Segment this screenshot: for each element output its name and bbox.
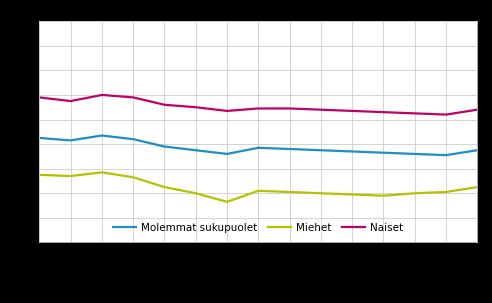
Miehet bbox=[36, 173, 42, 177]
Molemmat sukupuolet bbox=[255, 146, 261, 150]
Molemmat sukupuolet bbox=[380, 151, 386, 155]
Line: Naiset: Naiset bbox=[39, 95, 477, 115]
Naiset bbox=[443, 113, 449, 116]
Miehet bbox=[193, 191, 199, 195]
Legend: Molemmat sukupuolet, Miehet, Naiset: Molemmat sukupuolet, Miehet, Naiset bbox=[109, 219, 407, 237]
Molemmat sukupuolet bbox=[349, 150, 355, 153]
Line: Miehet: Miehet bbox=[39, 172, 477, 202]
Miehet bbox=[161, 185, 167, 189]
Naiset bbox=[130, 95, 136, 99]
Miehet bbox=[318, 191, 324, 195]
Naiset bbox=[68, 99, 74, 103]
Molemmat sukupuolet bbox=[287, 147, 293, 151]
Naiset bbox=[224, 109, 230, 113]
Naiset bbox=[380, 110, 386, 114]
Molemmat sukupuolet bbox=[224, 152, 230, 156]
Miehet bbox=[255, 189, 261, 193]
Molemmat sukupuolet bbox=[68, 138, 74, 142]
Miehet bbox=[224, 200, 230, 204]
Miehet bbox=[68, 174, 74, 178]
Molemmat sukupuolet bbox=[412, 152, 418, 156]
Miehet bbox=[412, 191, 418, 195]
Molemmat sukupuolet bbox=[193, 148, 199, 152]
Miehet bbox=[443, 190, 449, 194]
Miehet bbox=[474, 185, 480, 189]
Miehet bbox=[380, 194, 386, 198]
Naiset bbox=[36, 95, 42, 99]
Naiset bbox=[318, 108, 324, 112]
Naiset bbox=[412, 112, 418, 115]
Naiset bbox=[193, 105, 199, 109]
Line: Molemmat sukupuolet: Molemmat sukupuolet bbox=[39, 135, 477, 155]
Naiset bbox=[99, 93, 105, 97]
Naiset bbox=[255, 107, 261, 110]
Molemmat sukupuolet bbox=[36, 136, 42, 140]
Molemmat sukupuolet bbox=[474, 148, 480, 152]
Molemmat sukupuolet bbox=[99, 134, 105, 137]
Molemmat sukupuolet bbox=[161, 145, 167, 148]
Miehet bbox=[130, 175, 136, 179]
Naiset bbox=[474, 108, 480, 112]
Miehet bbox=[349, 193, 355, 196]
Naiset bbox=[287, 107, 293, 110]
Molemmat sukupuolet bbox=[443, 153, 449, 157]
Naiset bbox=[349, 109, 355, 113]
Molemmat sukupuolet bbox=[318, 148, 324, 152]
Molemmat sukupuolet bbox=[130, 137, 136, 141]
Miehet bbox=[99, 171, 105, 174]
Miehet bbox=[287, 190, 293, 194]
Naiset bbox=[161, 103, 167, 107]
